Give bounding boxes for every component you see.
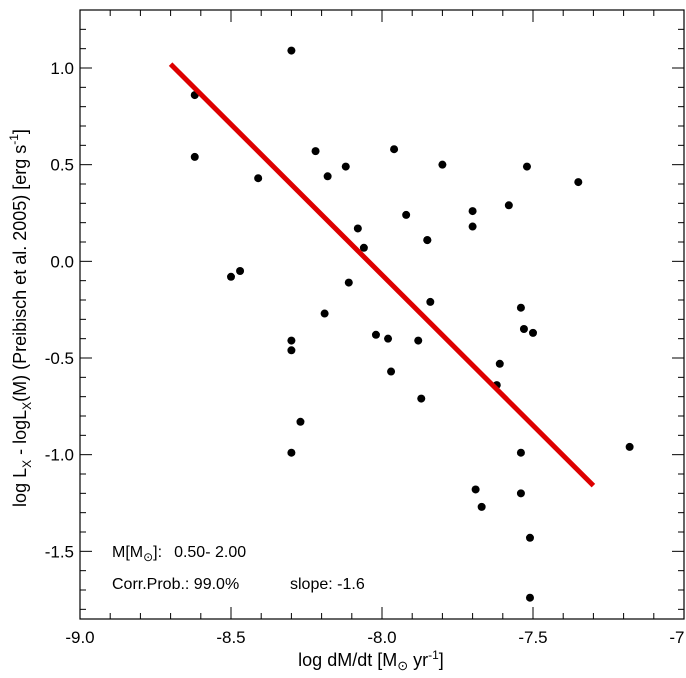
y-axis-label: log LX - logLX(M) (Preibisch et al. 2005… bbox=[7, 129, 34, 507]
y-tick-label: -1.0 bbox=[45, 446, 74, 465]
data-point bbox=[227, 272, 235, 281]
x-axis-label: log dM/dt [M⊙ yr-1] bbox=[298, 648, 444, 673]
data-point bbox=[516, 448, 525, 457]
data-point bbox=[190, 152, 199, 161]
data-point bbox=[516, 303, 525, 312]
x-tick-label: -8.0 bbox=[367, 628, 396, 647]
data-point bbox=[417, 394, 426, 403]
y-tick-label: 0.5 bbox=[50, 156, 74, 175]
data-point bbox=[574, 178, 583, 187]
data-point bbox=[353, 224, 362, 233]
data-point bbox=[438, 160, 447, 169]
data-point bbox=[320, 309, 329, 318]
data-point bbox=[495, 359, 504, 368]
mass-range-annotation: M[M⊙]: 0.50- 2.00 bbox=[112, 544, 246, 564]
regression-line bbox=[168, 62, 596, 488]
data-point bbox=[402, 210, 411, 219]
data-point bbox=[414, 336, 423, 345]
data-point bbox=[468, 222, 477, 231]
data-point bbox=[371, 330, 380, 339]
data-point bbox=[516, 489, 525, 498]
data-point bbox=[384, 334, 393, 343]
x-tick-label: -7.5 bbox=[518, 628, 547, 647]
data-point bbox=[254, 174, 263, 183]
data-point bbox=[236, 267, 245, 275]
data-point bbox=[477, 502, 486, 511]
data-point bbox=[344, 278, 353, 287]
axis-ticks bbox=[79, 9, 685, 619]
data-point bbox=[287, 46, 296, 55]
data-points bbox=[190, 46, 634, 602]
data-point bbox=[525, 533, 534, 542]
data-point bbox=[471, 485, 480, 494]
data-point bbox=[625, 442, 634, 451]
x-tick-label: -8.5 bbox=[216, 628, 245, 647]
data-point bbox=[423, 236, 432, 245]
data-point bbox=[359, 243, 368, 252]
axis-tick-labels: -9.0 -8.5 -8.0 -7.5 -7.0 -1.5 -1.0 -0.5 0.0 0.5 1.… bbox=[45, 59, 686, 647]
data-point bbox=[519, 325, 528, 333]
correlation-annotation: Corr.Prob.: 99.0% bbox=[112, 576, 239, 593]
data-point bbox=[390, 145, 399, 154]
slope-annotation: slope: -1.6 bbox=[290, 576, 365, 593]
data-point bbox=[287, 448, 296, 457]
y-tick-label: 0.0 bbox=[50, 252, 74, 271]
y-tick-label: -0.5 bbox=[45, 349, 74, 368]
data-point bbox=[341, 162, 350, 171]
data-point bbox=[287, 336, 296, 345]
data-point bbox=[525, 593, 534, 602]
data-point bbox=[311, 147, 320, 156]
data-point bbox=[468, 207, 477, 216]
data-point bbox=[296, 417, 305, 426]
data-point bbox=[387, 367, 396, 376]
data-point bbox=[504, 201, 513, 210]
x-tick-label: -7.0 bbox=[669, 628, 686, 647]
fit-line-group bbox=[168, 62, 596, 488]
data-point bbox=[287, 346, 296, 355]
plot-frame bbox=[79, 9, 685, 620]
y-tick-label: -1.5 bbox=[45, 542, 74, 561]
data-point bbox=[529, 328, 537, 337]
data-point bbox=[426, 297, 435, 306]
y-tick-label: 1.0 bbox=[50, 59, 74, 78]
data-point bbox=[522, 162, 531, 171]
x-tick-label: -9.0 bbox=[65, 628, 94, 647]
data-point bbox=[323, 172, 332, 181]
